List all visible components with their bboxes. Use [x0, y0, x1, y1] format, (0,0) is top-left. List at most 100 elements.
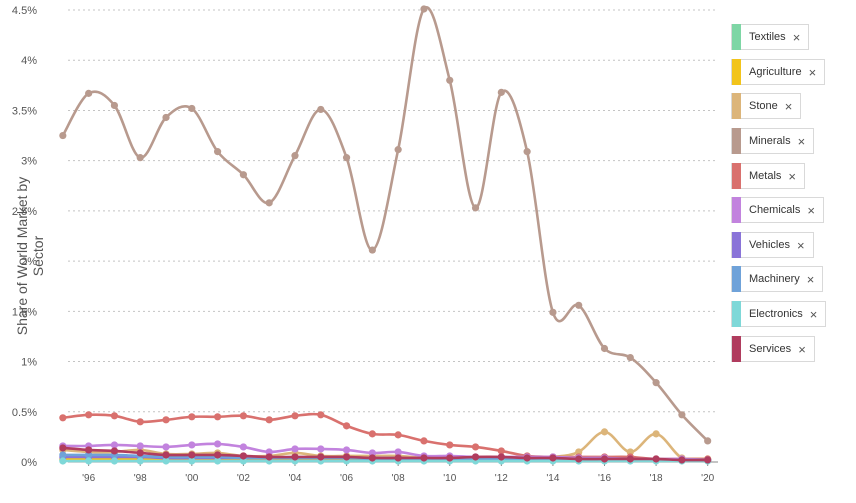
data-point-minerals — [446, 76, 454, 84]
close-icon[interactable]: × — [792, 29, 801, 45]
x-tick-label: '04 — [288, 473, 301, 484]
y-tick-label: 1% — [21, 357, 37, 369]
data-point-metals — [110, 412, 119, 420]
legend-item-minerals[interactable]: Minerals × — [731, 128, 815, 154]
data-point-minerals — [317, 105, 325, 114]
close-icon[interactable]: × — [807, 202, 815, 218]
data-point-services — [549, 454, 557, 462]
legend-label: Machinery — [749, 273, 800, 285]
close-icon[interactable]: × — [784, 98, 793, 114]
data-point-chemicals — [136, 442, 144, 450]
data-point-minerals — [214, 148, 222, 156]
data-point-machinery — [85, 451, 93, 459]
close-icon[interactable]: × — [798, 341, 806, 357]
data-point-metals — [420, 437, 428, 445]
y-tick-label: 3.5% — [12, 105, 37, 117]
legend-label: Stone — [749, 100, 778, 112]
data-point-minerals — [523, 148, 531, 156]
data-point-electronics — [59, 457, 67, 465]
y-axis-label: Share of World Market by Sector — [14, 176, 46, 336]
x-tick-label: '12 — [495, 473, 508, 484]
data-point-chemicals — [110, 441, 119, 449]
legend-swatch — [732, 301, 741, 327]
legend-swatch — [732, 163, 741, 189]
data-point-services — [652, 455, 660, 463]
data-point-minerals — [265, 199, 273, 207]
data-point-minerals — [162, 113, 170, 122]
data-point-minerals — [394, 146, 402, 154]
legend-label: Metals — [749, 170, 782, 182]
legend-item-electronics[interactable]: Electronics × — [731, 301, 827, 327]
data-point-services — [110, 447, 119, 455]
data-point-services — [291, 453, 299, 461]
data-point-chemicals — [394, 448, 402, 456]
legend-swatch — [732, 24, 741, 50]
close-icon[interactable]: × — [806, 271, 815, 287]
legend-swatch — [732, 128, 741, 154]
data-point-electronics — [239, 457, 247, 465]
close-icon[interactable]: × — [788, 168, 796, 184]
y-tick-label: 0% — [21, 457, 37, 469]
legend-item-metals[interactable]: Metals × — [731, 163, 805, 189]
data-point-metals — [291, 412, 299, 420]
data-point-minerals — [471, 204, 480, 212]
data-point-minerals — [368, 246, 376, 254]
data-point-minerals — [85, 89, 93, 97]
data-point-services — [626, 455, 634, 463]
data-point-services — [678, 456, 686, 464]
data-point-chemicals — [342, 446, 351, 454]
data-point-metals — [239, 412, 247, 420]
legend-item-services[interactable]: Services × — [731, 336, 815, 362]
data-point-services — [497, 453, 505, 461]
x-tick-label: '08 — [392, 473, 405, 484]
legend-item-machinery[interactable]: Machinery × — [731, 266, 824, 292]
data-point-services — [214, 451, 222, 459]
close-icon[interactable]: × — [809, 306, 818, 322]
data-point-stone — [600, 428, 609, 436]
close-icon[interactable]: × — [797, 133, 806, 149]
data-point-metals — [394, 431, 402, 439]
data-point-services — [162, 451, 170, 459]
x-tick-label: '14 — [546, 473, 559, 484]
data-point-minerals — [239, 171, 247, 179]
data-point-chemicals — [265, 448, 273, 456]
data-point-metals — [59, 414, 67, 422]
data-point-services — [446, 454, 454, 462]
close-icon[interactable]: × — [808, 64, 817, 80]
data-point-services — [188, 451, 196, 459]
data-point-chemicals — [368, 449, 376, 457]
y-tick-label: 1.5% — [12, 306, 37, 318]
data-point-services — [600, 455, 609, 463]
x-tick-label: '96 — [82, 473, 95, 484]
data-point-metals — [265, 416, 273, 424]
data-point-chemicals — [317, 445, 325, 453]
data-point-services — [85, 446, 93, 454]
legend-item-chemicals[interactable]: Chemicals × — [731, 197, 824, 223]
data-point-services — [59, 444, 67, 452]
data-point-minerals — [549, 308, 557, 316]
close-icon[interactable]: × — [796, 237, 805, 253]
data-point-minerals — [575, 301, 583, 309]
data-point-electronics — [136, 457, 144, 465]
x-tick-label: '16 — [598, 473, 611, 484]
data-point-metals — [471, 443, 480, 451]
legend-swatch — [732, 266, 741, 292]
legend-item-textiles[interactable]: Textiles × — [731, 24, 810, 50]
data-point-services — [704, 456, 712, 464]
data-point-minerals — [600, 344, 609, 353]
data-point-services — [317, 453, 325, 461]
data-point-services — [420, 454, 428, 462]
data-point-minerals — [110, 101, 119, 110]
data-point-stone — [652, 430, 660, 438]
legend-swatch — [732, 232, 741, 258]
data-point-metals — [446, 441, 454, 449]
y-tick-label: 2.5% — [12, 206, 37, 218]
legend-item-agriculture[interactable]: Agriculture × — [731, 59, 826, 85]
y-axis-ticks: 0% 0.5% 1% 1.5% 2% 2.5% 3% 3.5% 4% 4.5% — [12, 5, 37, 469]
data-point-chemicals — [188, 441, 196, 449]
x-tick-label: '10 — [443, 473, 456, 484]
legend-item-stone[interactable]: Stone × — [731, 93, 802, 119]
y-tick-label: 4% — [21, 55, 37, 67]
gridlines — [68, 9, 718, 413]
legend-item-vehicles[interactable]: Vehicles × — [731, 232, 814, 258]
